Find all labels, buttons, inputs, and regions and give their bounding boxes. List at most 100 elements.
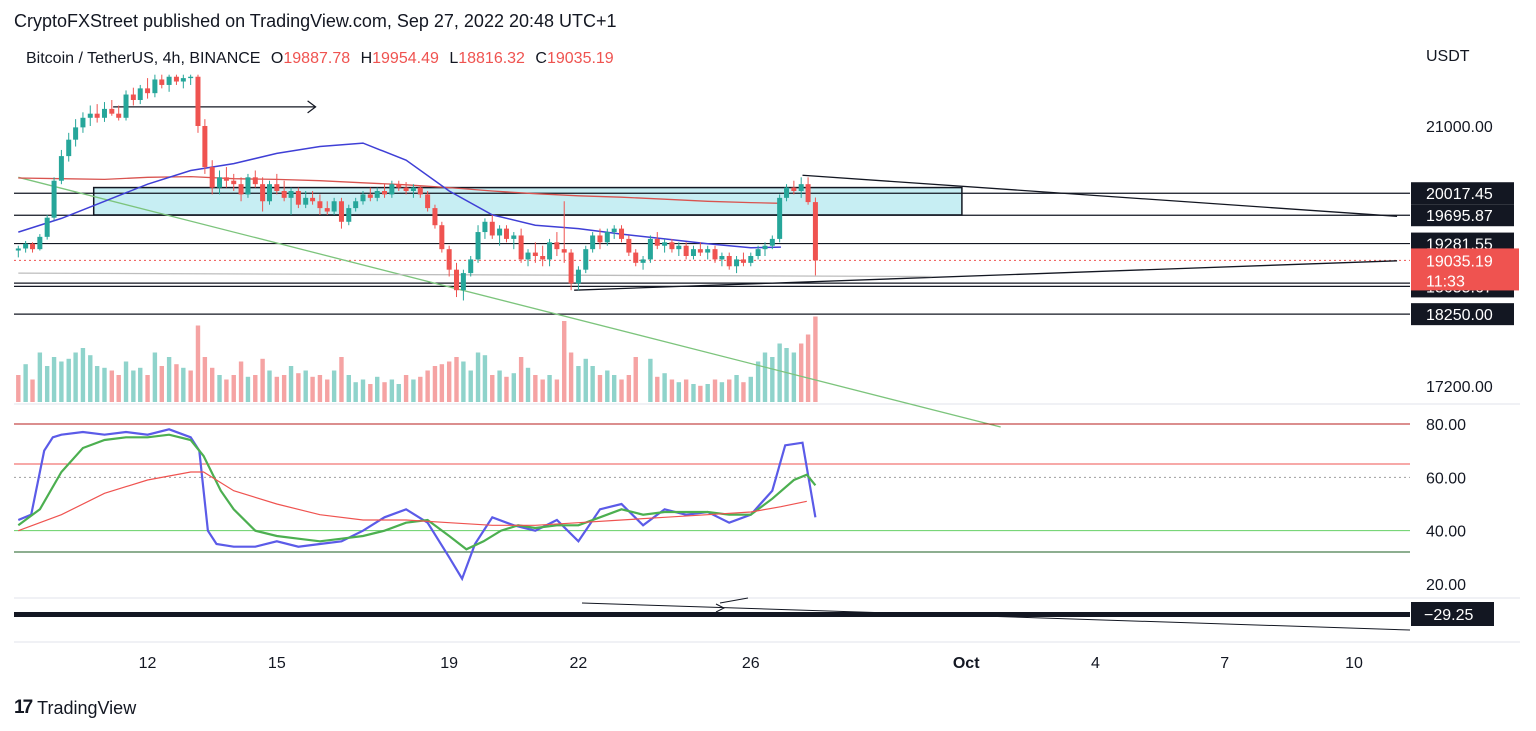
volume-bar: [281, 375, 287, 402]
candle: [805, 184, 811, 203]
volume-bar: [37, 352, 43, 402]
candle: [503, 228, 509, 239]
candle: [159, 79, 165, 85]
candle: [180, 78, 186, 82]
price-level-badge: [1411, 204, 1514, 227]
volume-bar: [382, 382, 387, 402]
rsi-tick-label: 20.00: [1426, 577, 1466, 594]
candle: [267, 184, 273, 202]
candle: [101, 108, 107, 118]
candle: [489, 221, 495, 236]
candle: [561, 249, 567, 253]
candle: [403, 187, 409, 191]
volume-bar: [468, 370, 473, 402]
volume-bar: [403, 375, 409, 402]
candle: [647, 238, 653, 260]
volume-bar: [633, 357, 638, 402]
price-level-badge-label: 20017.45: [1426, 186, 1493, 203]
rsi-tick-label: 40.00: [1426, 524, 1466, 541]
x-tick-label: 10: [1345, 655, 1363, 672]
candle: [482, 221, 488, 233]
candle: [217, 177, 223, 188]
volume-bar: [676, 382, 682, 402]
candle: [554, 242, 560, 250]
volume-bar: [712, 379, 718, 402]
candle: [798, 184, 804, 191]
x-tick-label: 15: [268, 655, 286, 672]
footer-brand-name: TradingView: [37, 697, 137, 718]
volume-bar: [331, 370, 337, 402]
volume-bar: [798, 343, 804, 402]
low-value: 18816.32: [458, 50, 525, 67]
candle: [734, 259, 740, 267]
candle: [518, 235, 524, 260]
candle: [202, 126, 208, 168]
volume-bar: [454, 357, 459, 402]
volume-bar: [504, 376, 509, 402]
volume-bar: [669, 379, 675, 402]
candle: [439, 225, 445, 250]
volume-bar: [698, 385, 703, 402]
candle: [87, 113, 93, 118]
candle: [511, 235, 517, 239]
x-tick-label: 22: [570, 655, 588, 672]
volume-bar: [784, 348, 789, 402]
volume-bar: [533, 375, 538, 402]
volume-bar: [209, 367, 215, 402]
volume-bar: [482, 355, 488, 402]
volume-bar: [152, 352, 158, 402]
candle: [662, 242, 668, 246]
candle: [425, 194, 431, 209]
candle: [346, 208, 352, 222]
x-tick-label: 4: [1091, 655, 1100, 672]
candle: [532, 252, 538, 256]
volume-bar: [296, 373, 301, 402]
candle: [669, 242, 675, 250]
volume-bar: [159, 366, 164, 402]
candle: [619, 228, 625, 239]
footer-brand[interactable]: 17 TradingView: [14, 697, 136, 719]
volume-bar: [805, 334, 811, 402]
price-level-badge: [1411, 182, 1514, 205]
volume-bar: [217, 375, 222, 402]
candle: [209, 167, 215, 188]
candle: [331, 201, 337, 212]
candle: [281, 191, 287, 198]
high-value: 19954.49: [372, 50, 439, 67]
volume-bar: [145, 375, 150, 402]
rsi-tick-label: 60.00: [1426, 470, 1466, 487]
x-tick-label: 26: [742, 655, 760, 672]
volume-bar: [396, 384, 401, 402]
candle: [697, 249, 703, 253]
volume-bar: [94, 366, 100, 402]
volume-bar: [303, 370, 308, 402]
candle: [152, 79, 158, 94]
candle: [654, 238, 660, 246]
volume-bar: [288, 366, 294, 402]
candle: [812, 202, 818, 261]
price-level-badge-label: 18250.00: [1426, 307, 1493, 324]
candle: [726, 256, 732, 267]
candle: [676, 245, 682, 250]
candle: [540, 256, 546, 260]
volume-bar: [518, 357, 524, 402]
candle: [690, 249, 696, 256]
volume-bar: [231, 375, 236, 402]
candle: [15, 248, 21, 251]
candle: [245, 177, 251, 195]
volume-bar: [267, 370, 272, 402]
candle: [23, 243, 29, 249]
tradingview-logo-icon: 17: [14, 697, 33, 718]
candle: [130, 94, 136, 100]
symbol-name[interactable]: Bitcoin / TetherUS, 4h, BINANCE: [26, 50, 261, 67]
x-tick-label: 19: [440, 655, 458, 672]
rsi-series-line: [18, 471, 807, 532]
volume-bar: [368, 384, 373, 402]
volume-bar: [777, 343, 782, 402]
candle: [525, 252, 531, 260]
candle: [58, 156, 64, 181]
candle: [683, 245, 689, 256]
candle: [432, 208, 438, 226]
